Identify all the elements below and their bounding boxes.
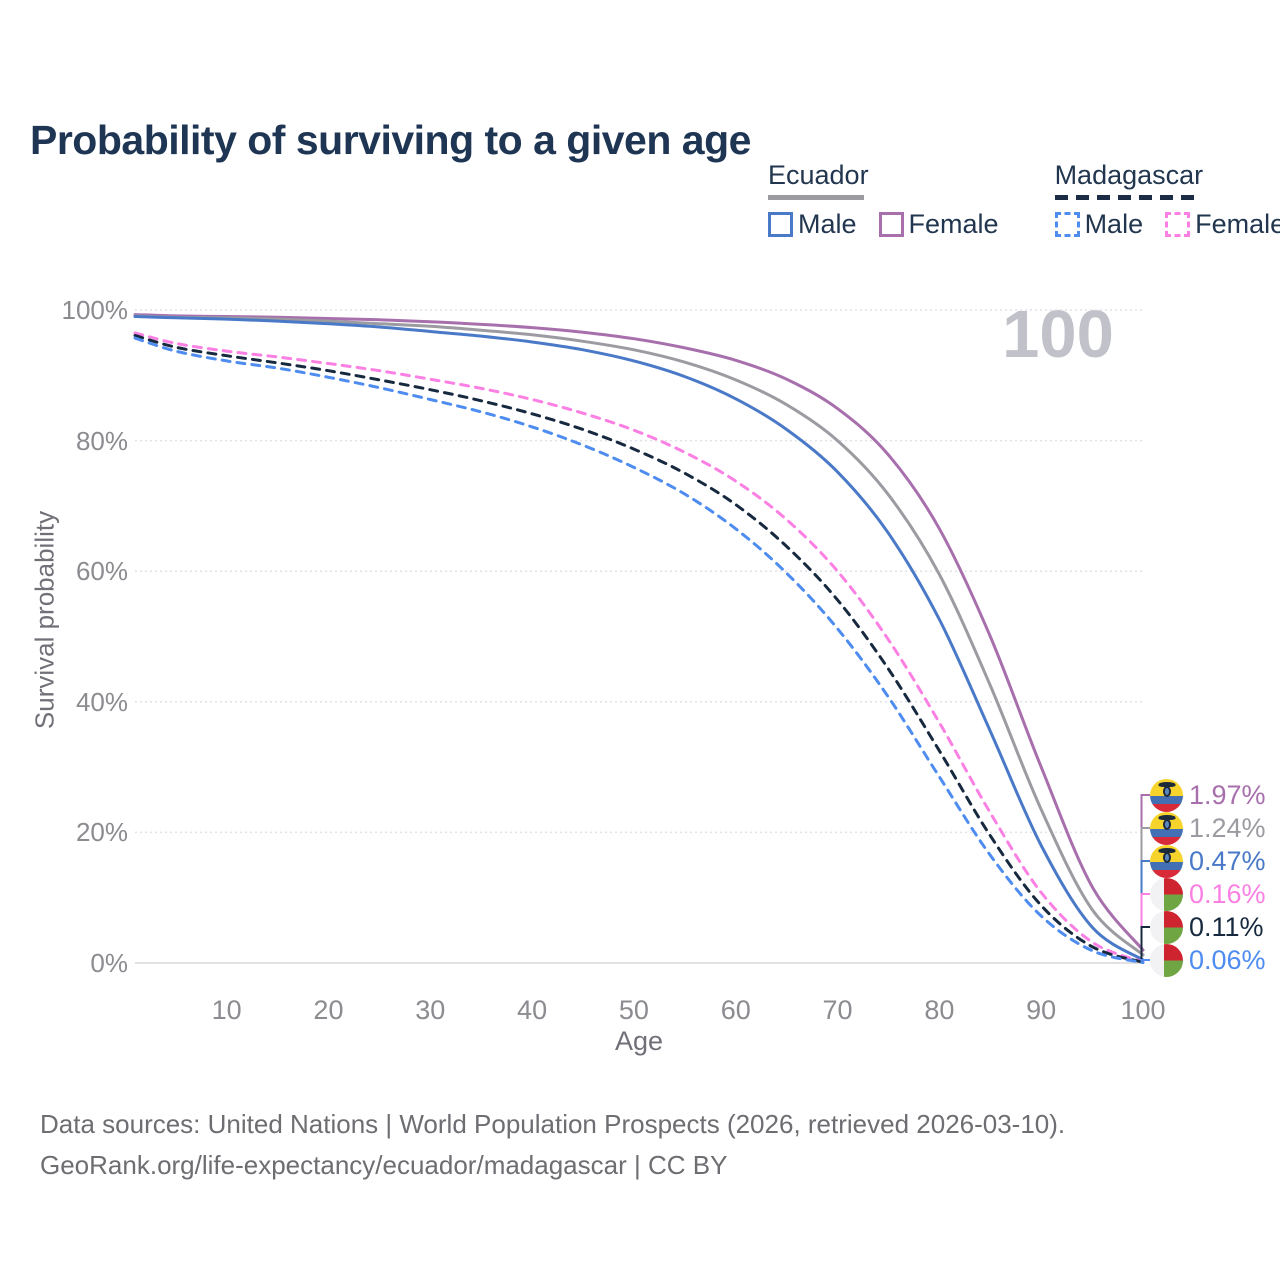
legend-madagascar-line-swatch	[1054, 195, 1199, 200]
y-tick-label-60: 60%	[75, 556, 128, 587]
series-line-madagascar[interactable]	[133, 334, 1145, 964]
footer: Data sources: United Nations | World Pop…	[40, 1104, 1065, 1186]
legend-swatch-madagascar-female	[1165, 212, 1191, 237]
series-line-madagascar-female[interactable]	[133, 331, 1145, 964]
legend: Ecuador Male Female Madagascar Male Fema…	[768, 160, 1280, 240]
x-tick-label-100: 100	[1120, 995, 1166, 1025]
ecuador-shield-emblem	[1162, 851, 1171, 863]
x-tick-label-20: 20	[313, 995, 344, 1025]
ecuador-shield-emblem	[1162, 818, 1171, 830]
page-title: Probability of surviving to a given age	[30, 117, 751, 164]
legend-ecuador-line-swatch	[768, 195, 864, 200]
end-value-ecuador-female: 1.97%	[1189, 779, 1266, 810]
legend-swatch-ecuador-female	[878, 212, 904, 237]
flag-icon-ecuador	[1150, 844, 1183, 878]
end-label-row-ecuador-male: 0.47%	[1150, 844, 1266, 878]
y-tick-label-20: 20%	[75, 817, 128, 848]
legend-group-madagascar: Madagascar Male Female	[1054, 160, 1280, 240]
end-value-madagascar-male: 0.06%	[1189, 944, 1266, 975]
x-tick-label-40: 40	[517, 995, 548, 1025]
legend-item-madagascar-male[interactable]: Male	[1054, 209, 1144, 240]
legend-label-madagascar-female: Female	[1195, 209, 1280, 239]
series-line-ecuador[interactable]	[133, 314, 1145, 957]
y-tick-label-80: 80%	[75, 425, 128, 456]
series-line-ecuador-male[interactable]	[133, 315, 1145, 962]
legend-item-ecuador-male[interactable]: Male	[768, 209, 857, 240]
x-tick-label-70: 70	[822, 995, 853, 1025]
legend-group-madagascar-label[interactable]: Madagascar	[1054, 160, 1204, 190]
footer-attribution: GeoRank.org/life-expectancy/ecuador/mada…	[40, 1150, 728, 1180]
end-value-madagascar-female: 0.16%	[1189, 878, 1266, 909]
end-label-row-ecuador-female: 1.97%	[1150, 778, 1266, 812]
legend-item-madagascar-female[interactable]: Female	[1165, 209, 1280, 240]
x-tick-label-10: 10	[211, 995, 242, 1025]
y-tick-label-100: 100%	[61, 295, 129, 325]
x-tick-label-50: 50	[618, 995, 649, 1025]
end-label-row-ecuador: 1.24%	[1150, 811, 1266, 845]
legend-label-ecuador-female: Female	[908, 209, 999, 239]
leader-line-ecuador	[1140, 827, 1150, 956]
ecuador-condor-emblem	[1158, 781, 1175, 787]
ecuador-shield-emblem	[1162, 785, 1171, 797]
x-tick-label-90: 90	[1026, 995, 1057, 1025]
series-line-ecuador-female[interactable]	[133, 313, 1145, 952]
ecuador-condor-emblem	[1158, 847, 1175, 853]
end-label-row-madagascar-female: 0.16%	[1150, 877, 1266, 911]
legend-group-ecuador-label[interactable]: Ecuador	[768, 160, 869, 190]
legend-item-ecuador-female[interactable]: Female	[878, 209, 999, 240]
x-axis-title: Age	[614, 1026, 664, 1056]
flag-icon-ecuador	[1150, 811, 1183, 845]
end-value-ecuador-male: 0.47%	[1189, 845, 1266, 876]
flag-icon-ecuador	[1150, 778, 1183, 812]
legend-swatch-madagascar-male	[1054, 212, 1080, 237]
y-tick-label-0: 0%	[90, 948, 128, 978]
series-line-madagascar-male[interactable]	[133, 336, 1145, 965]
flag-icon-madagascar	[1150, 910, 1183, 944]
end-value-madagascar: 0.11%	[1189, 911, 1264, 942]
legend-swatch-ecuador-male	[768, 212, 793, 237]
flag-icon-madagascar	[1150, 943, 1183, 977]
footer-sources: Data sources: United Nations | World Pop…	[40, 1109, 1066, 1139]
x-tick-label-80: 80	[924, 995, 955, 1025]
legend-group-ecuador: Ecuador Male Female	[768, 160, 999, 240]
end-label-row-madagascar-male: 0.06%	[1150, 943, 1266, 977]
y-axis-title: Survival probability	[29, 510, 60, 730]
end-value-ecuador: 1.24%	[1189, 812, 1266, 843]
x-tick-label-30: 30	[415, 995, 446, 1025]
ecuador-condor-emblem	[1158, 814, 1175, 820]
leader-line-ecuador-male	[1140, 860, 1150, 961]
y-tick-label-40: 40%	[75, 686, 128, 717]
leader-line-madagascar-male	[1140, 959, 1150, 964]
legend-label-madagascar-male: Male	[1084, 209, 1144, 239]
leader-line-madagascar	[1140, 926, 1150, 964]
legend-label-ecuador-male: Male	[798, 209, 857, 239]
flag-icon-madagascar	[1150, 877, 1183, 911]
end-label-row-madagascar: 0.11%	[1150, 910, 1264, 944]
x-tick-label-60: 60	[720, 995, 751, 1025]
